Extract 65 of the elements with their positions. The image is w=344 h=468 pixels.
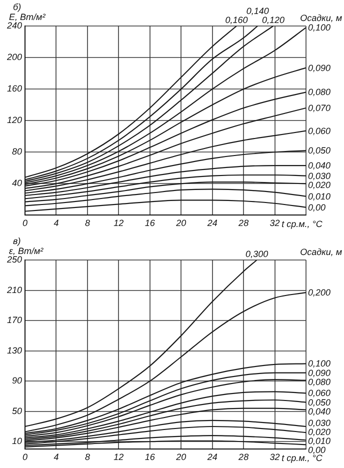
y-tick-label: 90 bbox=[12, 376, 22, 386]
x-tick-label: 24 bbox=[206, 218, 218, 228]
x-tick-label: 4 bbox=[54, 218, 59, 228]
series-label: 0,070 bbox=[308, 102, 331, 113]
series-label: 0,100 bbox=[308, 22, 331, 33]
legend-title: Осадки, м bbox=[300, 247, 342, 257]
series-label: 0,050 bbox=[308, 146, 331, 156]
x-tick-label: 16 bbox=[144, 218, 155, 228]
x-axis-title: t ср.м., °C bbox=[282, 219, 323, 230]
y-tick-label: 120 bbox=[6, 115, 22, 126]
series-label: 0,010 bbox=[308, 191, 331, 202]
series-label: 0,080 bbox=[308, 87, 331, 98]
x-axis-title: t ср.м., °C bbox=[282, 453, 323, 464]
chart-title: в) bbox=[13, 236, 21, 246]
y-tick-label: 50 bbox=[12, 406, 22, 416]
x-tick-label: 8 bbox=[84, 218, 90, 228]
chart-title: б) bbox=[13, 2, 22, 12]
series-label: 0,060 bbox=[308, 126, 331, 136]
y-axis-title: ε, Вт/м² bbox=[9, 246, 44, 256]
series-label: 0,300 bbox=[246, 249, 268, 259]
x-tick-label: 28 bbox=[238, 218, 249, 228]
series-label: 0,090 bbox=[308, 368, 331, 378]
x-tick-label: 0 bbox=[22, 452, 28, 462]
x-tick-label: 12 bbox=[114, 218, 124, 228]
series-label: 0,120 bbox=[262, 15, 284, 25]
series-label: 0,060 bbox=[308, 388, 331, 398]
legend-title: Осадки, м bbox=[300, 13, 342, 23]
y-tick-label: 130 bbox=[6, 345, 22, 356]
series-label: 0,00 bbox=[308, 202, 326, 212]
y-tick-label: 80 bbox=[12, 146, 22, 157]
series-label: 0,030 bbox=[308, 418, 331, 428]
series-label: 0,00 bbox=[308, 445, 326, 456]
y-tick-label: 160 bbox=[6, 84, 22, 94]
x-tick-label: 28 bbox=[238, 452, 249, 462]
x-tick-label: 4 bbox=[54, 452, 59, 462]
series-label: 0,020 bbox=[308, 427, 331, 438]
y-tick-label: 250 bbox=[6, 254, 22, 264]
y-tick-label: 170 bbox=[6, 315, 22, 326]
series-label: 0,030 bbox=[308, 170, 331, 181]
series-label: 0,040 bbox=[308, 160, 331, 171]
x-tick-label: 32 bbox=[270, 452, 280, 462]
y-tick-label: 40 bbox=[12, 178, 22, 188]
x-tick-label: 12 bbox=[114, 452, 124, 462]
y-tick-label: 200 bbox=[6, 52, 22, 62]
series-label: 0,050 bbox=[308, 397, 331, 408]
series-label: 0,080 bbox=[308, 376, 331, 387]
y-tick-label: 240 bbox=[6, 20, 22, 30]
x-tick-label: 32 bbox=[270, 218, 280, 228]
x-tick-label: 20 bbox=[175, 218, 186, 228]
series-label: 0,010 bbox=[308, 436, 331, 446]
series-label: 0,090 bbox=[308, 62, 331, 73]
series-label: 0,020 bbox=[308, 180, 331, 190]
y-tick-label: 210 bbox=[6, 284, 22, 295]
x-tick-label: 16 bbox=[144, 452, 155, 462]
x-tick-label: 8 bbox=[84, 452, 90, 462]
series-label: 0,160 bbox=[225, 15, 248, 25]
series-label: 0,200 bbox=[308, 288, 331, 298]
x-tick-label: 20 bbox=[175, 452, 186, 462]
series-label: 0,040 bbox=[308, 406, 331, 416]
series-label: 0,100 bbox=[308, 358, 331, 369]
y-tick-label: 10 bbox=[12, 436, 22, 446]
y-axis-title: E, Вт/м² bbox=[9, 12, 46, 22]
x-tick-label: 0 bbox=[22, 218, 28, 228]
x-tick-label: 24 bbox=[206, 452, 218, 462]
series-label: 0,140 bbox=[246, 6, 269, 16]
